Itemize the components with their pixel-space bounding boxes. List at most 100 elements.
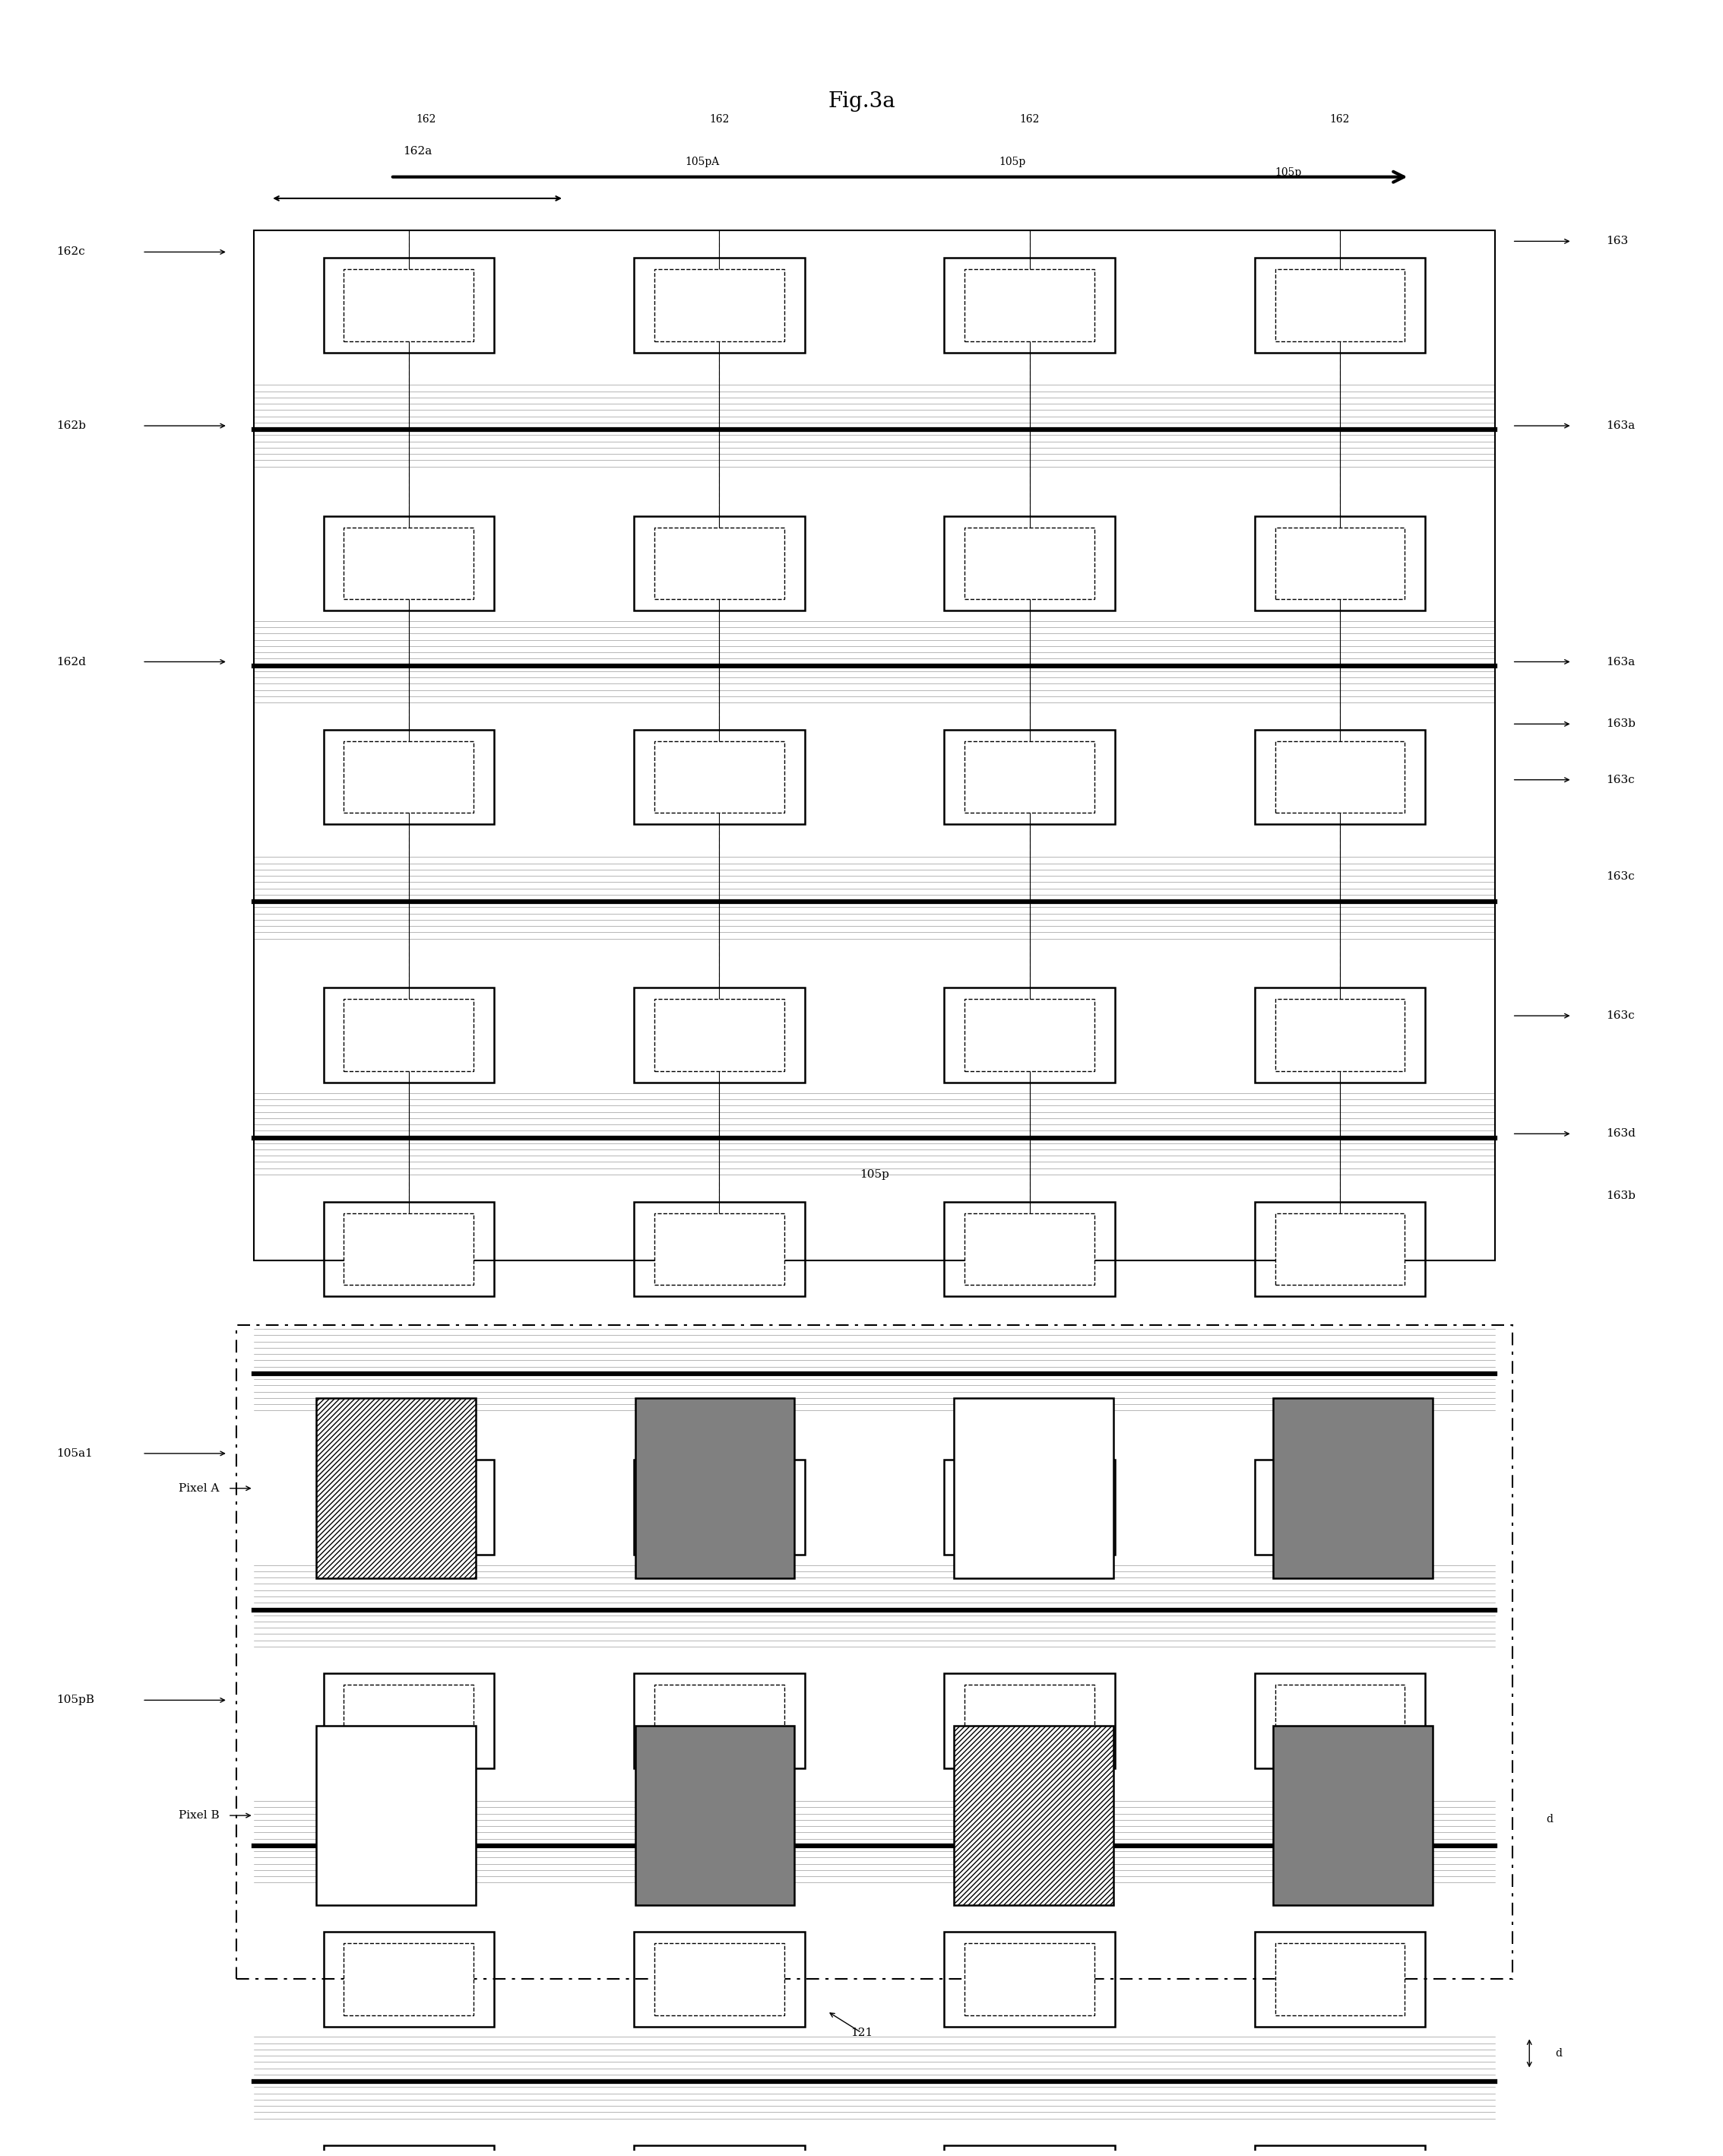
Bar — [655, 1470, 784, 1544]
Bar — [965, 270, 1094, 341]
Bar — [1254, 987, 1425, 1082]
Bar — [345, 998, 474, 1072]
Text: 162d: 162d — [57, 655, 86, 666]
Bar — [634, 987, 805, 1082]
Bar — [944, 1932, 1115, 2027]
Bar — [944, 257, 1115, 351]
Bar — [955, 1399, 1113, 1578]
Bar — [965, 1470, 1094, 1544]
Bar — [965, 528, 1094, 599]
Bar — [965, 998, 1094, 1072]
Bar — [324, 729, 495, 824]
Bar — [324, 1932, 495, 2027]
Text: 162: 162 — [1020, 114, 1039, 125]
Bar — [1275, 1943, 1404, 2016]
Bar — [1275, 1470, 1404, 1544]
Bar — [965, 1214, 1094, 1285]
Bar — [1275, 1686, 1404, 1757]
Bar — [324, 515, 495, 610]
Bar — [965, 1943, 1094, 2016]
Bar — [1273, 1399, 1432, 1578]
Bar — [634, 2145, 805, 2156]
Bar — [1254, 1201, 1425, 1296]
Bar — [1254, 515, 1425, 610]
Bar — [345, 270, 474, 341]
Bar — [965, 1686, 1094, 1757]
Bar — [345, 1214, 474, 1285]
Bar — [634, 1460, 805, 1554]
Text: 105pA: 105pA — [684, 157, 718, 168]
Bar — [1275, 998, 1404, 1072]
Bar — [324, 987, 495, 1082]
Text: 162: 162 — [1330, 114, 1349, 125]
Bar — [345, 1686, 474, 1757]
Text: 163a: 163a — [1606, 655, 1635, 666]
Bar — [965, 742, 1094, 813]
Bar — [1254, 1932, 1425, 2027]
Bar — [236, 1324, 1513, 1979]
Bar — [655, 1214, 784, 1285]
Bar — [634, 1673, 805, 1768]
Bar — [1254, 1460, 1425, 1554]
Bar — [944, 515, 1115, 610]
Text: 105p: 105p — [999, 157, 1025, 168]
Text: 163c: 163c — [1606, 871, 1635, 882]
Bar — [1254, 729, 1425, 824]
Bar — [944, 729, 1115, 824]
Bar — [324, 257, 495, 351]
Text: 162: 162 — [710, 114, 729, 125]
Bar — [655, 1686, 784, 1757]
Bar — [324, 1201, 495, 1296]
Bar — [634, 515, 805, 610]
Bar — [944, 1201, 1115, 1296]
Bar — [345, 528, 474, 599]
Bar — [345, 742, 474, 813]
Bar — [345, 1943, 474, 2016]
Bar — [634, 1201, 805, 1296]
Text: 163b: 163b — [1606, 1190, 1635, 1201]
Bar — [655, 270, 784, 341]
Bar — [324, 2145, 495, 2156]
Bar — [1275, 270, 1404, 341]
Bar — [1275, 742, 1404, 813]
Text: 163c: 163c — [1606, 1011, 1635, 1022]
Bar — [1275, 528, 1404, 599]
Bar — [634, 729, 805, 824]
Bar — [324, 1673, 495, 1768]
Text: 163d: 163d — [1606, 1128, 1635, 1138]
Bar — [944, 2145, 1115, 2156]
Text: 105p: 105p — [860, 1169, 889, 1179]
Text: 105p: 105p — [1275, 168, 1303, 179]
Bar — [345, 1470, 474, 1544]
Bar — [955, 1725, 1113, 1906]
Bar — [634, 257, 805, 351]
Bar — [1254, 2145, 1425, 2156]
Text: 162b: 162b — [57, 420, 86, 431]
Bar — [1273, 1725, 1432, 1906]
Bar — [944, 987, 1115, 1082]
Text: 105a1: 105a1 — [57, 1449, 93, 1460]
Bar — [1254, 1673, 1425, 1768]
Bar — [655, 1943, 784, 2016]
Text: 162: 162 — [415, 114, 436, 125]
Bar — [317, 1399, 476, 1578]
Text: 163b: 163b — [1606, 718, 1635, 729]
Text: 105pB: 105pB — [57, 1695, 95, 1705]
Text: 163c: 163c — [1606, 774, 1635, 785]
Text: Fig.3a: Fig.3a — [827, 91, 896, 112]
Bar — [634, 1932, 805, 2027]
Bar — [944, 1460, 1115, 1554]
Text: 121: 121 — [851, 2027, 872, 2037]
Bar — [944, 1673, 1115, 1768]
Bar — [253, 231, 1496, 1261]
Text: d: d — [1556, 2048, 1561, 2059]
Bar — [1254, 257, 1425, 351]
Text: 163: 163 — [1606, 235, 1628, 246]
Bar — [655, 528, 784, 599]
Bar — [324, 1460, 495, 1554]
Bar — [655, 998, 784, 1072]
Text: Pixel A: Pixel A — [179, 1483, 219, 1494]
Bar — [1275, 1214, 1404, 1285]
Text: 163a: 163a — [1606, 420, 1635, 431]
Bar — [636, 1399, 794, 1578]
